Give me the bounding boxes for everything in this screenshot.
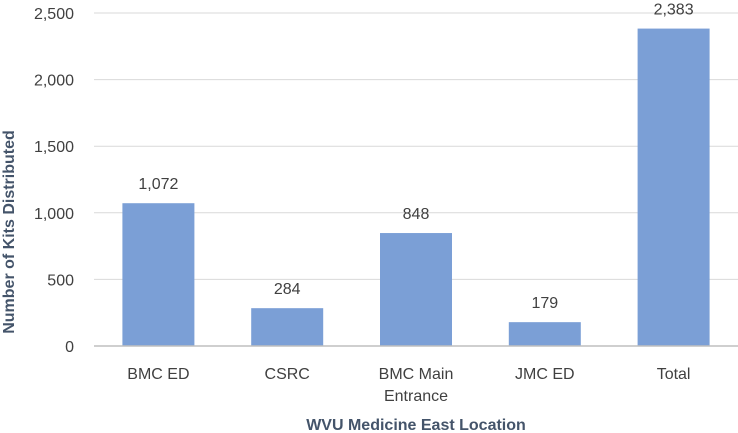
y-tick-label: 0 [65,339,74,356]
y-tick-label: 500 [47,272,74,289]
y-tick-label: 1,500 [34,139,74,156]
data-labels: 1,072 284 848 179 2,383 [138,2,693,313]
bar [122,203,195,346]
x-axis-title: WVU Medicine East Location [306,417,526,433]
bars [122,28,710,346]
y-axis-title: Number of Kits Distributed [1,130,18,334]
x-tick-label: BMC ED [127,366,189,383]
x-tick-label: BMC Main [379,366,454,383]
x-tick-label: Total [657,366,691,383]
gridlines [94,12,738,280]
bar [251,308,324,346]
data-label: 284 [274,281,301,298]
data-label: 1,072 [138,176,178,193]
x-tick-label: CSRC [265,366,310,383]
data-label: 2,383 [654,2,694,19]
y-tick-label: 1,000 [34,206,74,223]
data-label: 179 [531,295,558,312]
x-tick-labels: BMC ED CSRC BMC Main Entrance JMC ED Total [127,366,690,405]
bar [508,322,581,346]
y-tick-label: 2,500 [34,6,74,23]
x-tick-label: JMC ED [515,366,575,383]
y-tick-label: 2,000 [34,73,74,90]
y-tick-labels: 0 500 1,000 1,500 2,000 2,500 [34,6,74,356]
x-tick-label: Entrance [384,388,448,405]
data-label: 848 [403,206,430,223]
bar [380,233,452,346]
bar [637,28,710,346]
